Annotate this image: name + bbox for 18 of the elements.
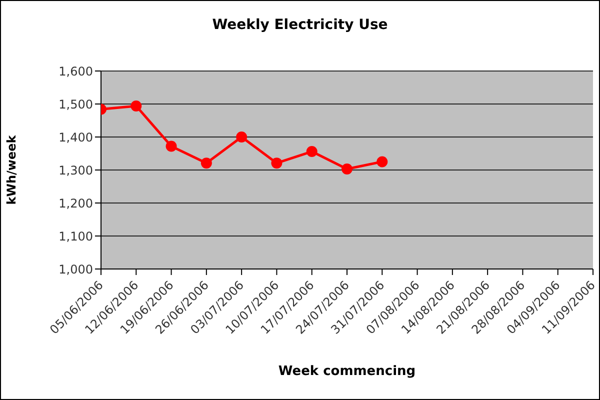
y-tick-label: 1,000	[58, 262, 93, 276]
point	[342, 164, 352, 175]
y-tick-label: 1,300	[58, 163, 93, 178]
y-tick-label: 1,400	[58, 130, 93, 144]
point	[306, 146, 318, 158]
point	[130, 100, 142, 112]
y-tick-label: 1,100	[58, 229, 93, 244]
point	[376, 156, 388, 168]
y-tick-label: 1,200	[58, 196, 93, 210]
y-axis-title: kWh/week	[4, 134, 18, 205]
x-axis-title: Week commencing	[278, 364, 416, 379]
point	[166, 140, 177, 152]
point	[200, 158, 212, 169]
point	[271, 158, 282, 169]
y-tick-label: 1,600	[58, 64, 93, 78]
y-tick-label: 1,500	[58, 97, 93, 112]
point	[236, 132, 248, 142]
chart-title: Weekly Electricity Use	[211, 17, 389, 33]
